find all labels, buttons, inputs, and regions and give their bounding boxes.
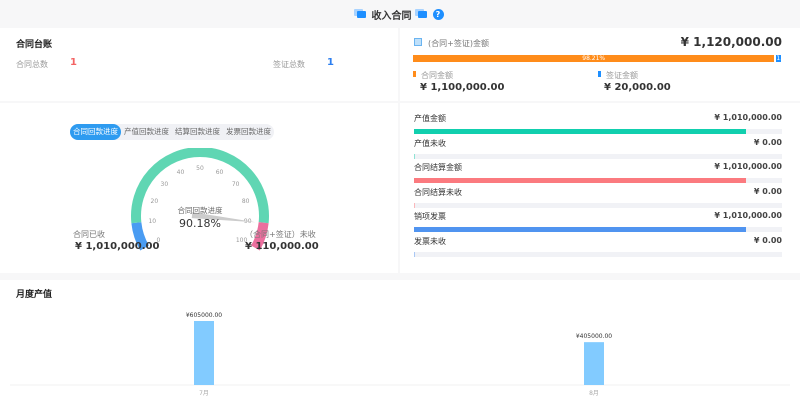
stat-label: 销项发票 [414, 212, 446, 221]
gauge-arc-low [131, 221, 149, 251]
stat-label: 产值未收 [414, 138, 446, 148]
gauge-tick-label: 40 [177, 169, 185, 176]
stat-row: 发票未收 ¥ 0.00 [414, 236, 782, 257]
gauge-tick-label: 10 [148, 218, 156, 225]
gauge-arc-mid [131, 148, 269, 224]
gauge-pointer [191, 212, 256, 223]
stat-progress-bar[interactable] [414, 153, 782, 159]
chart-title: 月度产值 [16, 290, 53, 300]
unreceived-label: （合同+签证）未收 [245, 230, 316, 239]
gauge-tick-label: 60 [216, 169, 224, 176]
amount-title: (合同+签证)金额 [428, 39, 489, 48]
gauge-value: 90.18% [179, 217, 221, 230]
stat-progress-fill [414, 153, 416, 159]
contract-share-label: 98.21% [582, 55, 606, 62]
x-tick-label: 7月 [199, 390, 209, 397]
visa-count-label: 签证总数 [273, 60, 305, 69]
stat-row: 销项发票 ¥ 1,010,000.00 [414, 211, 782, 232]
contract-amount-label: 合同金额 [421, 71, 453, 80]
stat-row: 合同结算未收 ¥ 0.00 [414, 187, 782, 208]
page-title: 收入合同 [371, 10, 412, 22]
stat-progress-fill [414, 227, 746, 232]
monthly-output-chart: ¥605000.00 7月 ¥405000.00 8月 [10, 312, 790, 397]
gauge-tick-label: 100 [236, 237, 248, 244]
tab-settlement-progress[interactable]: 结算回款进度 [175, 127, 220, 136]
gauge-tick-label: 0 [157, 237, 161, 244]
decor-icon [417, 10, 427, 18]
tab-output-progress[interactable]: 产值回款进度 [124, 127, 169, 136]
stat-progress-fill [414, 129, 746, 134]
stat-progress-fill [414, 202, 416, 208]
gauge-name: 合同回款进度 [177, 206, 223, 215]
amount-split-bar: 98.21% 1. [413, 55, 781, 62]
bar-data-label: ¥405000.00 [576, 333, 612, 340]
gauge-tick-label: 70 [232, 181, 240, 188]
unreceived-value: ¥ 110,000.00 [245, 241, 319, 252]
stat-value: ¥ 0.00 [753, 235, 782, 245]
visa-share-label: 1. [776, 55, 781, 62]
stat-label: 合同结算金额 [414, 163, 462, 172]
contract-count-label: 合同总数 [16, 60, 48, 69]
stat-progress-bar[interactable] [414, 178, 782, 183]
stat-label: 合同结算未收 [414, 187, 462, 197]
gauge-tick-label: 20 [151, 198, 159, 205]
stat-progress-bar[interactable] [414, 251, 782, 257]
stat-value: ¥ 1,010,000.00 [714, 113, 782, 122]
page-header: 收入合同 ? [0, 0, 800, 28]
decor-icon [356, 10, 366, 18]
stat-label: 发票未收 [414, 236, 446, 246]
stat-progress-fill [414, 178, 746, 183]
contract-legend-marker [413, 71, 416, 77]
received-label: 合同已收 [73, 230, 105, 239]
chart-bar[interactable] [584, 342, 604, 385]
question-icon[interactable]: ? [432, 8, 444, 20]
contract-amount-value: ¥ 1,100,000.00 [420, 82, 505, 93]
stat-label: 产值金额 [414, 114, 446, 123]
stat-value: ¥ 0.00 [753, 137, 782, 147]
stat-row: 产值未收 ¥ 0.00 [414, 138, 782, 159]
visa-legend-marker [598, 71, 601, 77]
received-value: ¥ 1,010,000.00 [75, 241, 160, 252]
stat-progress-fill [414, 251, 416, 257]
wallet-icon [414, 38, 422, 46]
gauge-tick-label: 50 [196, 165, 204, 172]
contract-share-bar[interactable]: 98.21% [413, 55, 775, 62]
ledger-card: 合同台账 合同总数 1 签证总数 1 [0, 28, 398, 101]
stat-value: ¥ 1,010,000.00 [714, 162, 782, 171]
contract-count[interactable]: 1 [70, 57, 77, 68]
gauge-tick-label: 80 [242, 198, 250, 205]
visa-count[interactable]: 1 [327, 57, 334, 68]
progress-tabs: 合同回款进度 产值回款进度 结算回款进度 发票回款进度 [70, 124, 274, 140]
gauge-arc-high [251, 221, 269, 251]
visa-share-bar[interactable]: 1. [776, 55, 781, 62]
gauge-tick-label: 30 [161, 181, 169, 188]
amount-card: (合同+签证)金额 ¥ 1,120,000.00 98.21% 1. 合同金额 … [400, 28, 800, 101]
monthly-output-card: ¥605000.00 7月 ¥405000.00 8月 月度产值 [0, 280, 800, 409]
x-tick-label: 8月 [589, 390, 599, 397]
stats-card: 产值金额 ¥ 1,010,000.00 产值未收 ¥ 0.00 合同结算金额 ¥ 1,01… [400, 103, 800, 273]
stat-progress-bar[interactable] [414, 129, 782, 134]
stat-row: 产值金额 ¥ 1,010,000.00 [414, 113, 782, 134]
stat-row: 合同结算金额 ¥ 1,010,000.00 [414, 162, 782, 183]
chart-bar[interactable] [194, 321, 214, 385]
stat-value: ¥ 0.00 [753, 186, 782, 196]
tab-contract-progress[interactable]: 合同回款进度 [70, 124, 121, 140]
ledger-title: 合同台账 [16, 40, 53, 50]
tab-invoice-progress[interactable]: 发票回款进度 [226, 127, 271, 136]
visa-amount-value: ¥ 20,000.00 [604, 82, 671, 93]
visa-amount-label: 签证金额 [606, 71, 638, 80]
stat-value: ¥ 1,010,000.00 [714, 211, 782, 220]
bar-data-label: ¥605000.00 [186, 312, 222, 319]
amount-total: ¥ 1,120,000.00 [680, 35, 782, 49]
stat-progress-bar[interactable] [414, 202, 782, 208]
stat-progress-bar[interactable] [414, 227, 782, 232]
